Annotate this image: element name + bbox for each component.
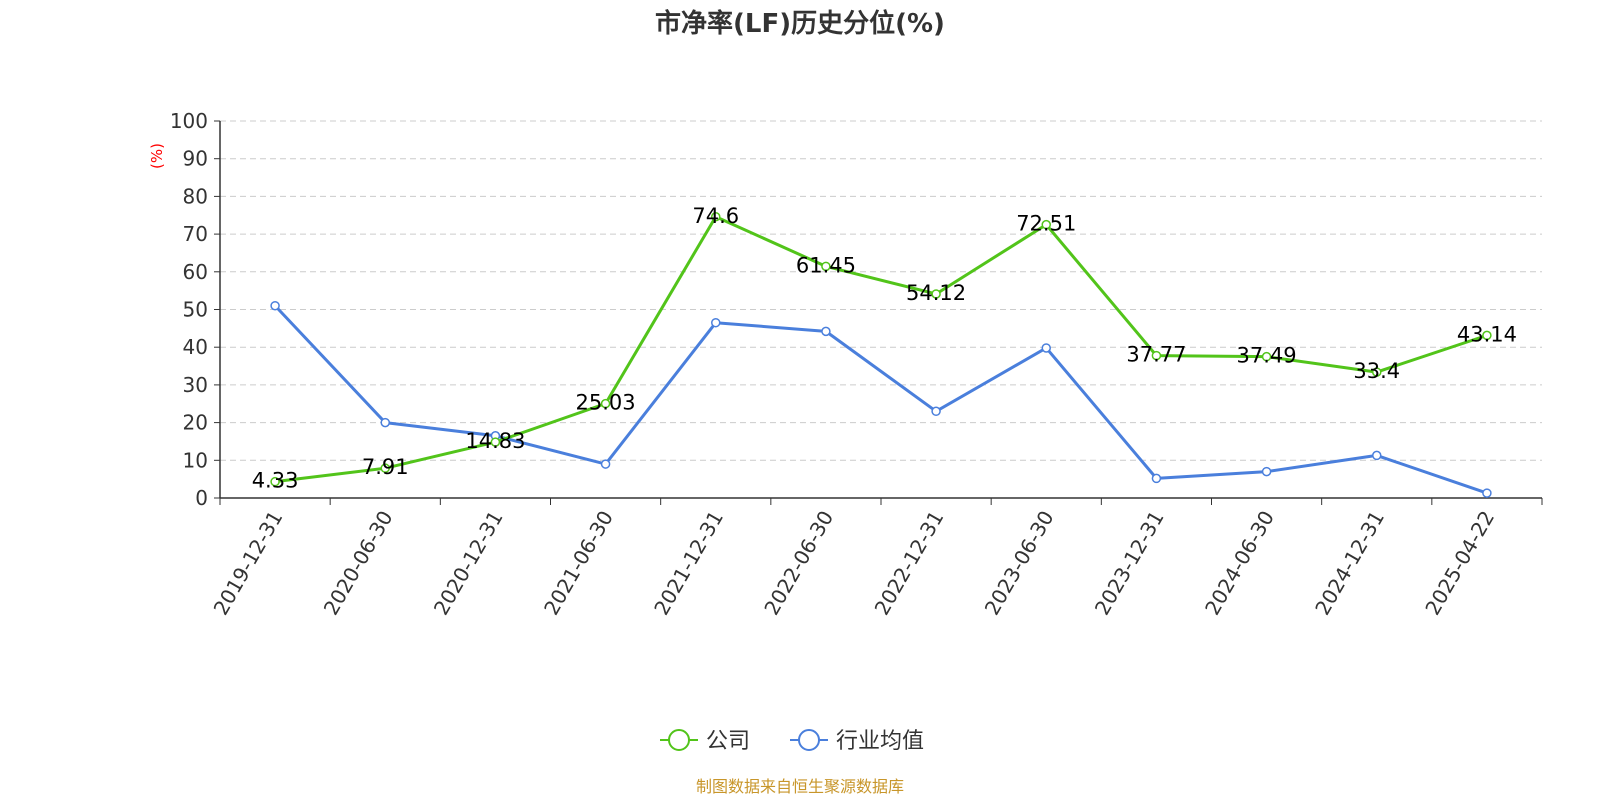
series-line-0 [274,215,1488,484]
data-label: 54.12 [906,281,966,305]
x-tick-label: 2021-06-30 [539,507,618,620]
x-tick-label: 2021-12-31 [649,507,728,620]
data-point [1372,450,1382,461]
x-tick-label: 2020-06-30 [319,507,398,620]
legend-label[interactable]: 行业均值 [836,729,924,754]
data-point [711,212,721,222]
data-point [1261,466,1272,477]
data-label: 43.14 [1457,322,1517,346]
data-point [600,398,611,409]
data-label: 61.45 [796,253,856,277]
x-tick-label: 2019-12-31 [209,507,288,620]
y-tick-label: 50 [183,298,208,322]
data-label: 33.4 [1353,359,1400,383]
x-tick-label: 2025-04-22 [1420,507,1499,620]
y-tick-label: 30 [183,373,208,397]
y-tick-label: 40 [183,335,208,359]
data-labels: 4.33 7.91 14.83 25.03 74.6 61.45 54.12 72.51 37.… [252,204,1517,493]
data-point [1041,343,1051,353]
data-point [490,437,501,447]
x-axis-ticks: 2019-12-31 2020-06-30 2020-12-31 2021-06-30… [209,498,1543,620]
y-tick-label: 100 [170,109,208,133]
data-point [821,261,831,272]
data-label: 37.49 [1237,344,1297,368]
legend-marker-icon [668,729,690,751]
data-label: 14.83 [465,429,525,453]
data-point [1482,330,1492,341]
y-axis-unit-label: (%) [148,143,166,169]
data-label: 7.91 [362,455,409,479]
data-label: 72.51 [1016,212,1076,236]
legend-marker-icon [798,729,820,751]
x-tick-label: 2023-12-31 [1090,507,1169,620]
data-point [1261,351,1272,362]
x-tick-label: 2022-12-31 [870,506,949,619]
data-point [711,317,721,328]
y-tick-label: 0 [195,486,208,510]
data-point [270,300,280,311]
data-point [931,289,941,299]
y-tick-label: 10 [183,448,208,472]
data-point [380,417,390,428]
y-tick-label: 90 [183,147,208,171]
y-axis-ticks: 0 10 20 30 40 50 60 70 80 90 100 [170,109,220,510]
y-tick-label: 70 [183,222,208,246]
data-point [1482,488,1492,498]
y-tick-label: 80 [183,184,208,208]
y-tick-label: 20 [183,411,208,435]
x-tick-label: 2024-06-30 [1200,507,1279,620]
data-point [821,326,831,337]
legend-label[interactable]: 公司 [706,729,750,754]
x-tick-label: 2024-12-31 [1310,507,1389,620]
data-point [1372,367,1382,377]
data-point [931,406,941,417]
data-point [600,459,611,469]
chart-title: 市净率(LF)历史分位(%) [655,8,945,39]
series-line-1 [273,304,1488,495]
source-note: 制图数据来自恒生聚源数据库 [696,777,904,796]
data-point [270,476,280,487]
data-label: 37.77 [1126,343,1186,367]
legend[interactable]: 公司 行业均值 [660,729,924,754]
data-point [1041,219,1051,230]
y-tick-label: 60 [183,260,208,284]
x-tick-label: 2020-12-31 [429,506,508,619]
data-point [380,463,390,473]
grid-lines [220,120,1542,461]
series-layer [270,212,1492,498]
data-label: 74.6 [692,204,739,228]
data-label: 4.33 [252,469,299,493]
x-tick-label: 2023-06-30 [980,507,1059,620]
x-tick-label: 2022-06-30 [759,507,838,620]
data-label: 25.03 [576,391,636,415]
data-point [1151,350,1162,361]
data-point [1151,473,1162,484]
